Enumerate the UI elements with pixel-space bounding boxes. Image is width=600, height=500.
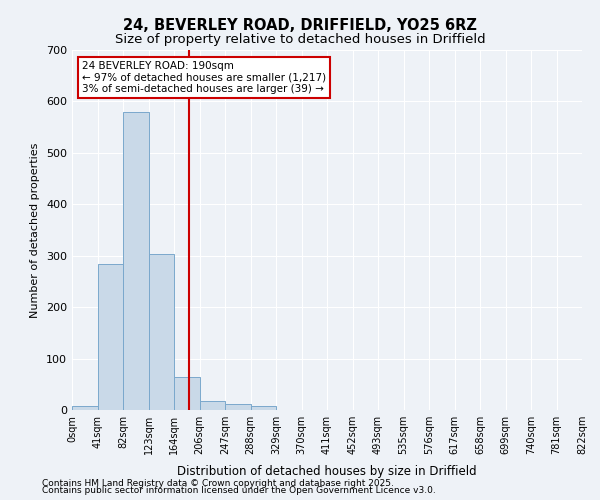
Bar bbox=[174, 376, 199, 410]
Text: Contains HM Land Registry data © Crown copyright and database right 2025.: Contains HM Land Registry data © Crown c… bbox=[42, 478, 394, 488]
Bar bbox=[97, 264, 123, 410]
Y-axis label: Number of detached properties: Number of detached properties bbox=[31, 142, 40, 318]
Bar bbox=[149, 254, 174, 410]
Text: 24 BEVERLEY ROAD: 190sqm
← 97% of detached houses are smaller (1,217)
3% of semi: 24 BEVERLEY ROAD: 190sqm ← 97% of detach… bbox=[82, 61, 326, 94]
Bar bbox=[123, 112, 149, 410]
Text: Contains public sector information licensed under the Open Government Licence v3: Contains public sector information licen… bbox=[42, 486, 436, 495]
Bar bbox=[72, 406, 97, 410]
Bar bbox=[251, 406, 276, 410]
X-axis label: Distribution of detached houses by size in Driffield: Distribution of detached houses by size … bbox=[177, 466, 477, 478]
Bar bbox=[225, 404, 251, 410]
Text: 24, BEVERLEY ROAD, DRIFFIELD, YO25 6RZ: 24, BEVERLEY ROAD, DRIFFIELD, YO25 6RZ bbox=[123, 18, 477, 32]
Bar bbox=[199, 400, 225, 410]
Text: Size of property relative to detached houses in Driffield: Size of property relative to detached ho… bbox=[115, 32, 485, 46]
